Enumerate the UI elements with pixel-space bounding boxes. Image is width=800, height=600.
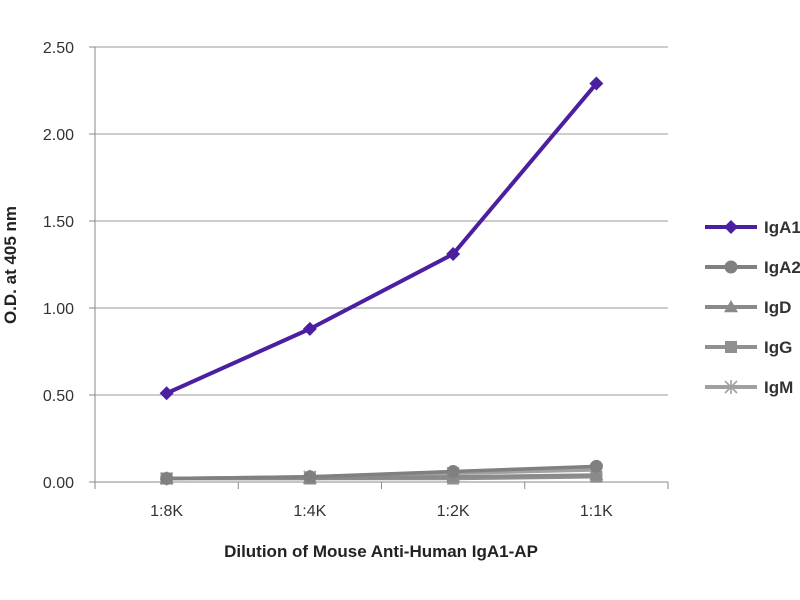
x-tick-labels: 1:8K 1:4K 1:2K 1:1K bbox=[150, 503, 613, 520]
data-point-iga2 bbox=[446, 465, 460, 479]
data-point-igd bbox=[589, 468, 604, 481]
y-tick-label: 0.00 bbox=[43, 475, 74, 492]
legend-marker-igg bbox=[725, 341, 737, 353]
legend-item-igm: IgM bbox=[705, 378, 793, 397]
series-line-iga1 bbox=[165, 82, 598, 396]
y-tick-label: 2.00 bbox=[43, 127, 74, 144]
legend-label-igg: IgG bbox=[764, 338, 792, 357]
data-point-iga1 bbox=[302, 321, 317, 336]
legend-label-igd: IgD bbox=[764, 298, 791, 317]
x-tick-label: 1:1K bbox=[580, 503, 613, 520]
legend-label-igm: IgM bbox=[764, 378, 793, 397]
data-point-iga1 bbox=[446, 247, 461, 262]
data-point-iga1 bbox=[159, 386, 174, 401]
y-axis-label: O.D. at 405 nm bbox=[1, 206, 20, 324]
legend: IgA1 IgA2 IgD IgG IgM bbox=[705, 218, 800, 397]
data-point-iga2 bbox=[589, 459, 603, 473]
gridlines bbox=[95, 46, 668, 396]
y-tick-label: 0.50 bbox=[43, 388, 74, 405]
legend-item-iga2: IgA2 bbox=[705, 258, 800, 277]
legend-marker-igd bbox=[724, 300, 738, 313]
y-tick-labels: 0.00 0.50 1.00 1.50 2.00 2.50 bbox=[43, 40, 74, 492]
series-group bbox=[159, 76, 604, 486]
legend-item-iga1: IgA1 bbox=[705, 218, 800, 237]
data-point-iga2 bbox=[160, 472, 174, 486]
y-tick-label: 1.00 bbox=[43, 301, 74, 318]
series-iga1 bbox=[159, 76, 604, 401]
series-iga2 bbox=[160, 459, 603, 486]
series-line-iga2 bbox=[166, 464, 597, 481]
legend-label-iga1: IgA1 bbox=[764, 218, 800, 237]
y-tick-label: 1.50 bbox=[43, 214, 74, 231]
data-point-iga1 bbox=[589, 76, 604, 91]
legend-label-iga2: IgA2 bbox=[764, 258, 800, 277]
data-point-iga2 bbox=[303, 470, 317, 484]
legend-marker-iga2 bbox=[724, 260, 738, 274]
legend-item-igg: IgG bbox=[705, 338, 792, 357]
legend-marker-igm bbox=[724, 380, 738, 394]
x-axis-label: Dilution of Mouse Anti-Human IgA1-AP bbox=[224, 542, 538, 561]
x-tick-label: 1:8K bbox=[150, 503, 183, 520]
x-tick-label: 1:4K bbox=[293, 503, 326, 520]
legend-item-igd: IgD bbox=[705, 298, 791, 317]
y-tick-label: 2.50 bbox=[43, 40, 74, 57]
axes bbox=[89, 46, 669, 489]
x-tick-label: 1:2K bbox=[437, 503, 470, 520]
legend-marker-iga1 bbox=[724, 220, 738, 234]
